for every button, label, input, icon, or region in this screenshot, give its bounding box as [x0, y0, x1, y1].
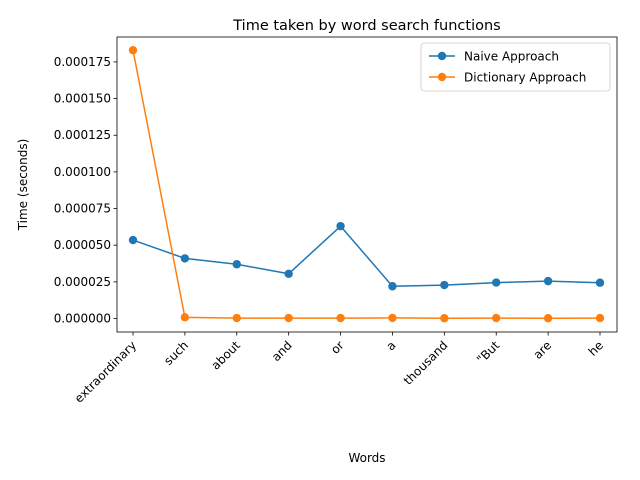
- data-point: [180, 313, 190, 322]
- chart-title: Time taken by word search functions: [232, 18, 500, 34]
- data-point: [232, 260, 241, 269]
- plot-frame: [116, 36, 618, 333]
- y-tick-label: 0.000000: [54, 312, 111, 326]
- data-point: [336, 221, 345, 231]
- y-tick-label: 0.000050: [54, 238, 111, 252]
- y-tick-label: 0.000125: [54, 128, 111, 142]
- x-axis-title: Words: [348, 451, 385, 465]
- legend-box: [420, 42, 611, 92]
- y-tick-label: 0.000100: [54, 165, 111, 179]
- data-point: [543, 314, 553, 323]
- data-point: [284, 313, 293, 323]
- data-point: [595, 278, 605, 287]
- data-point: [128, 235, 138, 245]
- data-point: [180, 254, 190, 263]
- y-tick-label: 0.000150: [54, 92, 111, 106]
- data-point: [492, 313, 501, 323]
- data-point: [388, 282, 397, 291]
- data-point: [128, 45, 138, 55]
- y-axis: 0.000000 0.000025 0.000050 0.000075 0.000100…: [54, 55, 117, 326]
- legend-label: Naive Approach: [464, 50, 559, 64]
- legend-marker: [437, 51, 447, 61]
- legend-label: Dictionary Approach: [464, 71, 586, 85]
- data-point: [440, 280, 449, 290]
- data-point: [440, 314, 449, 323]
- y-tick-label: 0.000175: [54, 55, 111, 69]
- legend: Naive Approach Dictionary Approach: [420, 42, 611, 92]
- y-tick-label: 0.000075: [54, 202, 111, 216]
- data-point: [595, 313, 605, 323]
- data-point: [388, 313, 397, 323]
- series-line-0: [132, 225, 601, 287]
- y-axis-title: Time (seconds): [16, 139, 30, 232]
- data-point: [543, 276, 553, 286]
- series-line-1: [132, 50, 601, 319]
- data-point: [492, 278, 501, 287]
- data-point: [284, 269, 293, 278]
- data-point: [232, 313, 241, 323]
- data-point: [336, 313, 345, 323]
- y-tick-label: 0.000025: [54, 275, 111, 289]
- legend-marker: [437, 72, 447, 82]
- series-layer: [128, 45, 605, 323]
